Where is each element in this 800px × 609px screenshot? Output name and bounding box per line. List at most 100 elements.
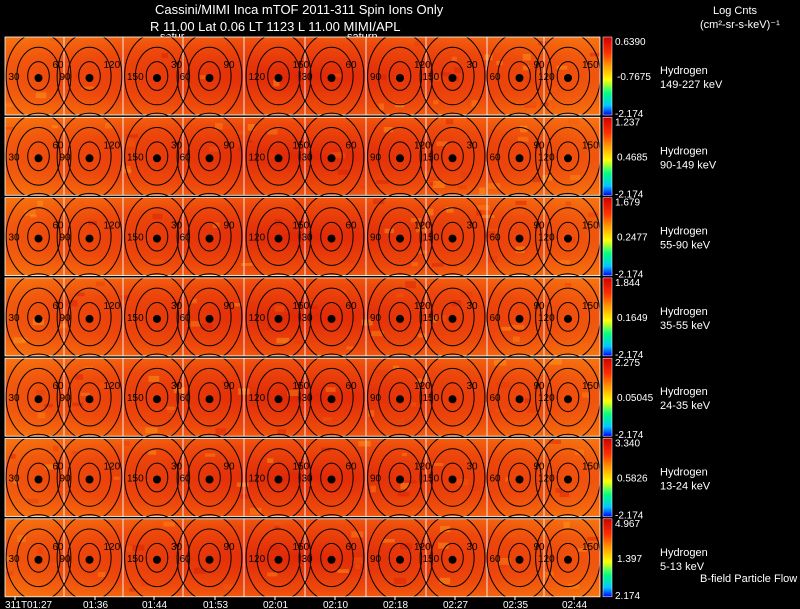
pitch-angle-contour: [198, 302, 221, 332]
contour-label: 120: [538, 233, 555, 244]
texture-cell: [26, 498, 39, 504]
pitch-angle-contour: [508, 221, 531, 252]
texture-cell: [243, 57, 252, 63]
saturn-direction-marker: [205, 234, 214, 243]
colorbar-min: -2.174: [615, 350, 644, 361]
pitch-angle-contour: [27, 382, 50, 413]
time-tick-label: 01:44: [142, 600, 167, 609]
texture-cell: [563, 521, 570, 529]
pitch-angle-contour: [256, 528, 301, 588]
texture-cell: [28, 486, 42, 491]
texture-cell: [279, 255, 291, 261]
saturn-direction-marker: [274, 395, 283, 404]
texture-cell: [361, 319, 373, 326]
texture-cell: [340, 289, 347, 293]
texture-cell: [395, 103, 405, 108]
pitch-angle-contour: [320, 221, 343, 252]
saturn-direction-marker: [34, 475, 43, 484]
texture-cell: [44, 403, 53, 408]
texture-cell: [24, 210, 36, 217]
texture-cell: [460, 291, 473, 298]
contour-label: 150: [127, 233, 144, 244]
saturn-direction-marker: [274, 475, 283, 484]
texture-cell: [505, 477, 511, 482]
contour-label: 90: [60, 72, 72, 83]
pitch-angle-contour: [145, 221, 169, 252]
texture-cell: [163, 521, 176, 527]
colorbar-mid: 0.05045: [617, 393, 654, 404]
pitch-angle-contour: [377, 46, 423, 106]
saturn-direction-marker: [515, 154, 524, 163]
contour-label: 150: [293, 221, 310, 232]
contour-label: 150: [423, 152, 440, 163]
contour-label: 120: [414, 60, 431, 71]
contour-label: 120: [249, 152, 266, 163]
pitch-angle-contour: [430, 127, 475, 186]
contour-label: 90: [224, 221, 236, 232]
spin-cell: 150 30: [419, 273, 486, 361]
contour-label: 120: [538, 474, 555, 485]
texture-cell: [55, 446, 67, 453]
panel-border: [4, 277, 601, 357]
texture-cell: [52, 125, 58, 129]
texture-cell: [461, 172, 470, 179]
contour-label: 90: [534, 60, 546, 71]
texture-cell: [572, 298, 586, 302]
panel-background: [5, 277, 600, 356]
pitch-angle-contour: [267, 462, 290, 493]
pitch-angle-contour: [145, 302, 169, 332]
pitch-angle-contour: [27, 542, 50, 573]
texture-cell: [249, 507, 262, 515]
texture-cell: [123, 440, 130, 446]
texture-cell: [37, 547, 44, 554]
time-tick-label: 02:01: [263, 600, 288, 609]
spin-cell: 30 60: [298, 192, 365, 281]
texture-cell: [517, 136, 529, 142]
pitch-angle-contour: [388, 221, 412, 252]
pitch-angle-contour: [78, 462, 101, 493]
saturn-direction-marker: [564, 154, 572, 163]
saturn-direction-marker: [205, 475, 214, 484]
texture-cell: [50, 66, 57, 70]
pitch-angle-contour: [377, 127, 423, 186]
saturn-direction-marker: [327, 74, 336, 82]
colorbar-max: 0.6390: [615, 37, 646, 48]
saturn-direction-marker: [274, 74, 283, 82]
saturn-direction-marker: [564, 234, 572, 243]
saturn-direction-marker: [34, 234, 43, 243]
texture-cell: [200, 323, 213, 330]
contour-label: 120: [538, 313, 555, 324]
pitch-angle-contour: [508, 462, 531, 493]
pitch-angle-contour: [16, 127, 61, 186]
pitch-angle-contour: [78, 542, 101, 573]
contour-label: 120: [249, 393, 266, 404]
texture-cell: [269, 544, 281, 551]
texture-cell: [396, 293, 404, 298]
texture-cell: [376, 180, 389, 184]
texture-cell: [63, 338, 71, 343]
pitch-angle-contour: [441, 302, 464, 332]
contour-label: 120: [414, 221, 431, 232]
texture-cell: [205, 453, 216, 457]
contour-label: 30: [171, 301, 183, 312]
contour-label: 30: [9, 393, 21, 404]
texture-cell: [523, 99, 537, 106]
pitch-angle-contour: [67, 367, 112, 427]
contour-label: 60: [346, 462, 358, 473]
pitch-angle-contour: [134, 448, 180, 507]
texture-cell: [75, 374, 84, 380]
texture-cell: [410, 218, 422, 223]
contour-label: 90: [60, 233, 72, 244]
pitch-angle-contour: [377, 287, 423, 347]
texture-cell: [555, 488, 562, 493]
saturn-direction-marker: [153, 234, 161, 243]
colorbar-strip: [602, 357, 613, 437]
pitch-angle-contour: [497, 287, 542, 347]
texture-cell: [287, 390, 299, 396]
saturn-direction-marker: [85, 395, 94, 404]
pitch-angle-contour: [497, 528, 542, 588]
texture-cell: [352, 557, 363, 564]
panel-species: Hydrogen: [660, 145, 708, 157]
texture-cell: [515, 246, 525, 253]
saturn-direction-marker: [153, 395, 161, 404]
